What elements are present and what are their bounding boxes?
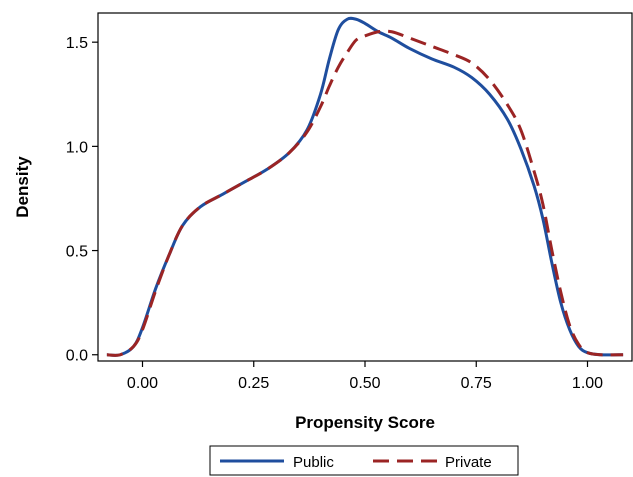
x-tick-label: 0.50 xyxy=(349,375,380,392)
x-axis-title: Propensity Score xyxy=(295,413,435,432)
y-tick-label: 1.5 xyxy=(66,35,88,52)
series-layer xyxy=(106,16,624,357)
x-tick-label: 0.00 xyxy=(127,375,158,392)
y-tick-label: 0.5 xyxy=(66,244,88,261)
legend-label-private: Private xyxy=(445,454,492,471)
x-tick-label: 0.75 xyxy=(461,375,492,392)
legend: Public Private xyxy=(209,445,519,476)
y-tick-label: 0.0 xyxy=(66,348,88,365)
x-tick-label: 0.25 xyxy=(238,375,269,392)
y-tick-label: 1.0 xyxy=(66,139,88,156)
series-line-private xyxy=(106,29,624,357)
y-axis: 0.0 0.5 1.0 1.5 xyxy=(66,35,98,365)
legend-label-public: Public xyxy=(293,454,334,471)
series-line-public xyxy=(106,16,624,357)
plot-frame xyxy=(97,12,633,362)
y-axis-title: Density xyxy=(13,156,32,218)
x-tick-label: 1.00 xyxy=(572,375,603,392)
x-axis: 0.00 0.25 0.50 0.75 1.00 xyxy=(127,361,603,392)
